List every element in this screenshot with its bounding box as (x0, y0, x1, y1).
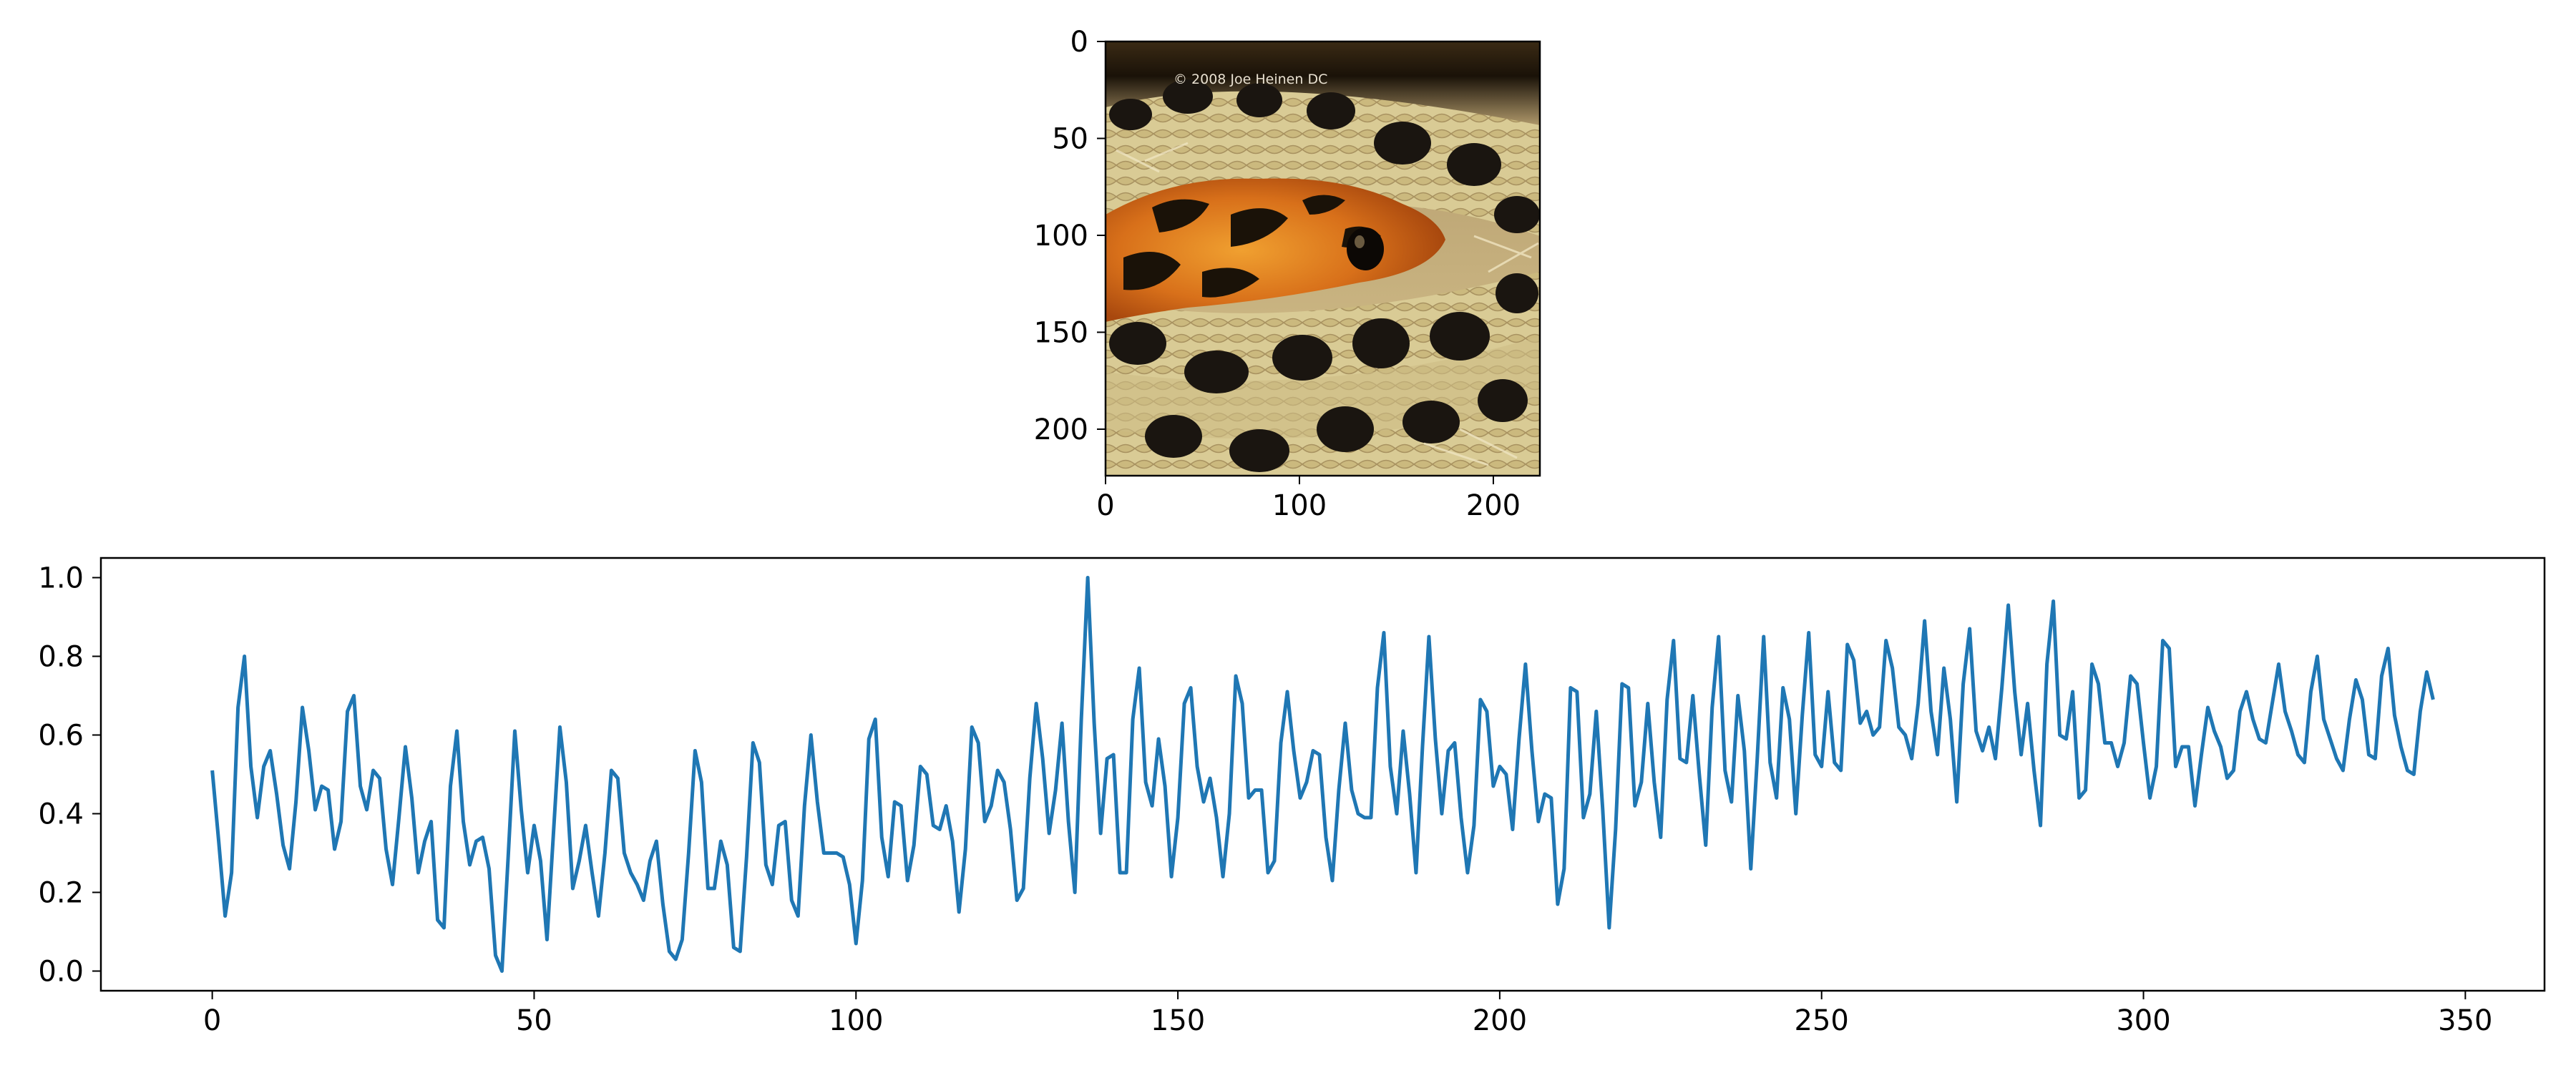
line-y-tick-label: 0.8 (38, 641, 84, 674)
line-y-tick-label: 0.2 (38, 877, 84, 910)
line-x-tick-label: 350 (2438, 1004, 2492, 1037)
line-axes-frame (99, 557, 2546, 992)
series-line (210, 576, 2435, 973)
line-x-tick-label: 150 (1151, 1004, 1205, 1037)
line-y-tick-label: 0.0 (38, 956, 84, 989)
image-x-tick-label: 0 (1096, 489, 1114, 522)
line-y-ticks: 0.0 0.2 0.4 0.6 0.8 1.0 (38, 562, 101, 989)
image-y-tick-label: 150 (1034, 316, 1088, 349)
line-x-tick-label: 100 (829, 1004, 883, 1037)
line-y-tick-label: 0.6 (38, 720, 84, 753)
straw-bedding (1116, 142, 1539, 466)
image-x-tick-label: 100 (1272, 489, 1327, 522)
line-x-tick-label: 250 (1795, 1004, 1849, 1037)
image-x-ticks: 0 100 200 (1096, 476, 1521, 522)
image-axes-frame (1104, 40, 1541, 477)
image-y-tick-label: 100 (1034, 220, 1088, 253)
line-x-tick-label: 50 (516, 1004, 552, 1037)
snake-photo (1106, 41, 1540, 476)
line-y-tick-label: 0.4 (38, 798, 84, 831)
line-x-tick-label: 300 (2116, 1004, 2170, 1037)
snake-eye (1347, 227, 1384, 270)
image-y-tick-label: 200 (1034, 413, 1088, 446)
line-x-tick-label: 200 (1473, 1004, 1527, 1037)
image-axes: © 2008 Joe Heinen DC 0 100 200 0 50 100 150 20… (1034, 26, 1541, 522)
image-x-tick-label: 200 (1466, 489, 1521, 522)
image-watermark: © 2008 Joe Heinen DC (1174, 72, 1327, 87)
line-x-tick-label: 0 (203, 1004, 221, 1037)
line-y-tick-label: 1.0 (38, 562, 84, 595)
line-plot-axes: 0 50 100 150 200 250 300 350 0.0 0.2 0.4 0.6 0.8 1.0 (38, 557, 2546, 1037)
image-y-tick-label: 0 (1070, 26, 1088, 59)
image-y-ticks: 0 50 100 150 200 (1034, 26, 1106, 446)
line-x-ticks: 0 50 100 150 200 250 300 350 (203, 991, 2493, 1037)
body-blotches (1109, 79, 1540, 472)
image-y-tick-label: 50 (1052, 122, 1088, 155)
